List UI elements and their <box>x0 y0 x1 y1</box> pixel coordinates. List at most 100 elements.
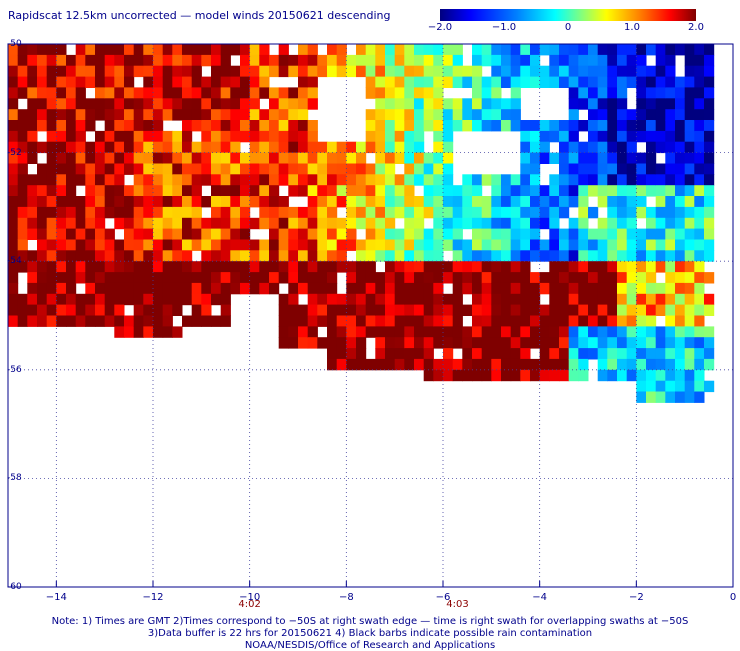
wind-cell <box>66 261 77 273</box>
wind-cell <box>114 206 125 219</box>
wind-cell <box>539 272 550 284</box>
wind-cell <box>684 217 695 230</box>
wind-cell <box>66 141 77 154</box>
wind-cell <box>472 98 483 110</box>
wind-cell <box>17 76 28 88</box>
wind-cell <box>665 130 676 143</box>
wind-cell <box>452 326 463 338</box>
wind-cell <box>375 304 386 316</box>
wind-cell <box>191 239 202 251</box>
wind-cell <box>230 228 241 240</box>
wind-cell <box>491 76 502 88</box>
wind-cell <box>423 326 434 338</box>
wind-cell <box>114 293 125 306</box>
wind-cell <box>66 76 77 88</box>
wind-cell <box>249 272 260 284</box>
wind-cell <box>530 337 541 349</box>
wind-cell <box>694 282 705 295</box>
wind-cell <box>617 65 628 78</box>
wind-cell <box>559 228 570 240</box>
wind-cell <box>578 87 589 99</box>
wind-cell <box>549 130 560 143</box>
wind-cell <box>288 87 299 99</box>
wind-cell <box>646 239 657 251</box>
wind-cell <box>617 217 628 230</box>
wind-cell <box>665 163 676 175</box>
wind-cell <box>46 109 57 121</box>
wind-cell <box>133 217 144 230</box>
wind-cell <box>404 272 415 284</box>
wind-cell <box>211 76 222 88</box>
wind-cell <box>85 282 96 295</box>
wind-cell <box>75 217 86 230</box>
wind-cell <box>375 337 386 349</box>
wind-cell <box>607 44 618 56</box>
wind-cell <box>414 141 425 154</box>
wind-cell <box>433 250 444 262</box>
wind-cell <box>539 304 550 316</box>
wind-cell <box>133 326 144 338</box>
wind-cell <box>568 228 579 240</box>
wind-cell <box>269 174 280 186</box>
wind-cell <box>578 348 589 360</box>
wind-cell <box>278 337 289 349</box>
wind-cell <box>675 141 686 154</box>
wind-cell <box>327 282 338 295</box>
wind-cell <box>597 87 608 99</box>
wind-cell <box>298 250 309 262</box>
wind-cell <box>249 261 260 273</box>
wind-cell <box>37 120 48 132</box>
wind-cell <box>66 304 77 316</box>
wind-cell <box>607 358 618 371</box>
wind-cell <box>404 326 415 338</box>
wind-cell <box>607 326 618 338</box>
wind-cell <box>66 163 77 175</box>
wind-cell <box>211 250 222 262</box>
wind-cell <box>201 282 212 295</box>
wind-cell <box>336 174 347 186</box>
wind-cell <box>385 250 396 262</box>
wind-cell <box>327 206 338 219</box>
wind-cell <box>211 185 222 197</box>
wind-cell <box>520 348 531 360</box>
wind-cell <box>249 130 260 143</box>
wind-cell <box>433 358 444 371</box>
wind-cell <box>153 250 164 262</box>
wind-cell <box>530 315 541 327</box>
wind-cell <box>240 206 251 219</box>
wind-cell <box>327 163 338 175</box>
wind-cell <box>510 315 521 327</box>
wind-cell <box>414 228 425 240</box>
wind-cell <box>394 239 405 251</box>
wind-cell <box>491 326 502 338</box>
wind-cell <box>597 65 608 78</box>
wind-cell <box>559 261 570 273</box>
wind-cell <box>37 239 48 251</box>
wind-cell <box>56 174 67 186</box>
wind-cell <box>665 185 676 197</box>
wind-cell <box>307 174 318 186</box>
wind-cell <box>520 54 531 67</box>
wind-cell <box>356 282 367 295</box>
wind-cell <box>66 315 77 327</box>
wind-cell <box>404 87 415 99</box>
wind-cell <box>365 87 376 99</box>
wind-cell <box>172 261 183 273</box>
wind-cell <box>549 152 560 164</box>
wind-cell <box>559 130 570 143</box>
wind-cell <box>597 272 608 284</box>
wind-cell <box>665 141 676 154</box>
wind-cell <box>336 65 347 78</box>
wind-cell <box>365 261 376 273</box>
wind-cell <box>201 98 212 110</box>
wind-cell <box>75 174 86 186</box>
wind-cell <box>133 120 144 132</box>
wind-cell <box>191 304 202 316</box>
wind-cell <box>327 293 338 306</box>
wind-cell <box>66 228 77 240</box>
wind-cell <box>298 337 309 349</box>
wind-cell <box>385 293 396 306</box>
wind-cell <box>617 120 628 132</box>
wind-cell <box>327 348 338 360</box>
wind-cell <box>617 185 628 197</box>
